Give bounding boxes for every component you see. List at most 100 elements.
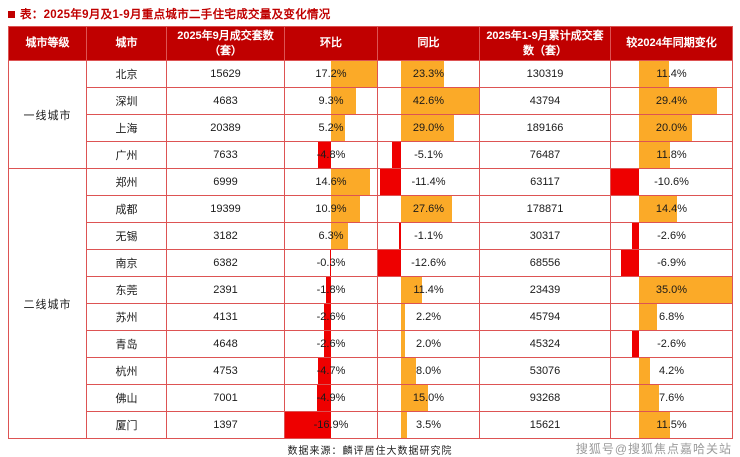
positive-bar xyxy=(330,61,377,87)
percent-value: -16.9% xyxy=(313,419,349,431)
positive-bar xyxy=(639,115,693,141)
table-row: 成都 19399 10.9% 27.6% 178871 14.4% xyxy=(9,195,733,223)
mom-bar-cell: -4.8% xyxy=(284,141,378,169)
positive-bar xyxy=(639,412,670,438)
yoy-bar-cell: 8.0% xyxy=(377,357,480,385)
percent-value: 9.3% xyxy=(318,95,344,107)
vs2024-bar-cell: 11.5% xyxy=(610,411,733,439)
positive-bar xyxy=(330,115,345,141)
percent-value: 11.4% xyxy=(413,284,444,296)
table-body: 一线城市 北京 15629 17.2% 23.3% 130319 11.4% 深圳 4683 9.… xyxy=(8,60,733,439)
sep-volume-cell: 3182 xyxy=(166,222,285,250)
city-cell: 南京 xyxy=(86,249,167,277)
table-row: 杭州 4753 -4.7% 8.0% 53076 4.2% xyxy=(9,357,733,385)
city-cell: 成都 xyxy=(86,195,167,223)
vs2024-bar-cell: 35.0% xyxy=(610,276,733,304)
cum-volume-cell: 130319 xyxy=(479,60,611,88)
positive-bar xyxy=(401,277,422,303)
vs2024-bar-cell: 20.0% xyxy=(610,114,733,142)
city-cell: 佛山 xyxy=(86,384,167,412)
percent-value: -12.6% xyxy=(411,257,446,269)
yoy-bar-cell: 42.6% xyxy=(377,87,480,115)
percent-value: 20.0% xyxy=(655,122,688,134)
mom-bar-cell: -1.8% xyxy=(284,276,378,304)
city-cell: 上海 xyxy=(86,114,167,142)
table-row: 厦门 1397 -16.9% 3.5% 15621 11.5% xyxy=(9,411,733,439)
column-header-sep-volume: 2025年9月成交套数（套） xyxy=(166,26,285,61)
percent-value: -2.6% xyxy=(316,338,346,350)
vs2024-bar-cell: 6.8% xyxy=(610,303,733,331)
mom-bar-cell: -2.6% xyxy=(284,303,378,331)
percent-value: 6.8% xyxy=(658,311,685,323)
positive-bar xyxy=(401,385,429,411)
table-row: 东莞 2391 -1.8% 11.4% 23439 35.0% xyxy=(9,276,733,304)
city-cell: 郑州 xyxy=(86,168,167,196)
column-header-yoy: 同比 xyxy=(377,26,480,61)
sep-volume-cell: 6382 xyxy=(166,249,285,277)
cum-volume-cell: 53076 xyxy=(479,357,611,385)
city-cell: 青岛 xyxy=(86,330,167,358)
watermark: 搜狐号@搜狐焦点嘉哈关站 xyxy=(575,442,732,456)
header-row: 城市等级 城市 2025年9月成交套数（套） 环比 同比 2025年1-9月累计成交套数（… xyxy=(8,26,733,61)
city-cell: 苏州 xyxy=(86,303,167,331)
negative-bar xyxy=(323,304,331,330)
table-row: 苏州 4131 -2.6% 2.2% 45794 6.8% xyxy=(9,303,733,331)
city-cell: 广州 xyxy=(86,141,167,169)
sep-volume-cell: 1397 xyxy=(166,411,285,439)
city-cell: 东莞 xyxy=(86,276,167,304)
percent-value: -2.6% xyxy=(657,338,686,350)
column-header-tier: 城市等级 xyxy=(8,26,87,61)
city-cell: 杭州 xyxy=(86,357,167,385)
column-header-cum-volume: 2025年1-9月累计成交套数（套） xyxy=(479,26,611,61)
percent-value: 3.5% xyxy=(415,419,442,431)
column-header-vs2024: 较2024年同期变化 xyxy=(610,26,733,61)
percent-value: 42.6% xyxy=(412,95,445,107)
positive-bar xyxy=(401,196,452,222)
percent-value: 15.0% xyxy=(412,392,445,404)
table-row: 佛山 7001 -4.9% 15.0% 93268 7.6% xyxy=(9,384,733,412)
percent-value: -1.1% xyxy=(414,230,443,242)
vs2024-bar-cell: -10.6% xyxy=(610,168,733,196)
sep-volume-cell: 6999 xyxy=(166,168,285,196)
percent-value: 23.3% xyxy=(412,68,445,80)
cum-volume-cell: 23439 xyxy=(479,276,611,304)
table-row: 二线城市 郑州 6999 14.6% -11.4% 63117 -10.6% xyxy=(8,168,733,439)
percent-value: -0.3% xyxy=(316,257,346,269)
percent-value: -4.9% xyxy=(316,392,346,404)
negative-bar xyxy=(317,142,331,168)
negative-bar xyxy=(391,142,402,168)
vs2024-bar-cell: 14.4% xyxy=(610,195,733,223)
mom-bar-cell: 14.6% xyxy=(284,168,378,196)
mom-bar-cell: -4.9% xyxy=(284,384,378,412)
table-row: 青岛 4648 -2.6% 2.0% 45324 -2.6% xyxy=(9,330,733,358)
percent-value: 2.0% xyxy=(415,338,442,350)
sep-volume-cell: 7633 xyxy=(166,141,285,169)
percent-value: 29.0% xyxy=(412,122,445,134)
negative-bar xyxy=(399,223,402,249)
negative-bar xyxy=(285,412,331,438)
city-cell: 深圳 xyxy=(86,87,167,115)
sep-volume-cell: 15629 xyxy=(166,60,285,88)
positive-bar xyxy=(401,88,479,114)
yoy-bar-cell: 2.0% xyxy=(377,330,480,358)
yoy-bar-cell: -11.4% xyxy=(377,168,480,196)
yoy-bar-cell: 2.2% xyxy=(377,303,480,331)
vs2024-bar-cell: 7.6% xyxy=(610,384,733,412)
table-row: 上海 20389 5.2% 29.0% 189166 20.0% xyxy=(9,114,733,142)
positive-bar xyxy=(639,385,660,411)
percent-value: 11.5% xyxy=(656,419,687,431)
negative-bar xyxy=(632,331,640,357)
negative-bar xyxy=(325,277,331,303)
mom-bar-cell: 6.3% xyxy=(284,222,378,250)
yoy-bar-cell: 27.6% xyxy=(377,195,480,223)
city-cell: 无锡 xyxy=(86,222,167,250)
positive-bar xyxy=(401,115,455,141)
positive-bar xyxy=(639,277,732,303)
negative-bar xyxy=(323,331,331,357)
percent-value: 11.4% xyxy=(656,68,687,80)
yoy-bar-cell: 29.0% xyxy=(377,114,480,142)
tier-cell: 二线城市 xyxy=(8,168,87,439)
table-header: 城市等级 城市 2025年9月成交套数（套） 环比 同比 2025年1-9月累计成交套数（… xyxy=(8,26,733,61)
cum-volume-cell: 76487 xyxy=(479,141,611,169)
negative-bar xyxy=(378,250,402,276)
